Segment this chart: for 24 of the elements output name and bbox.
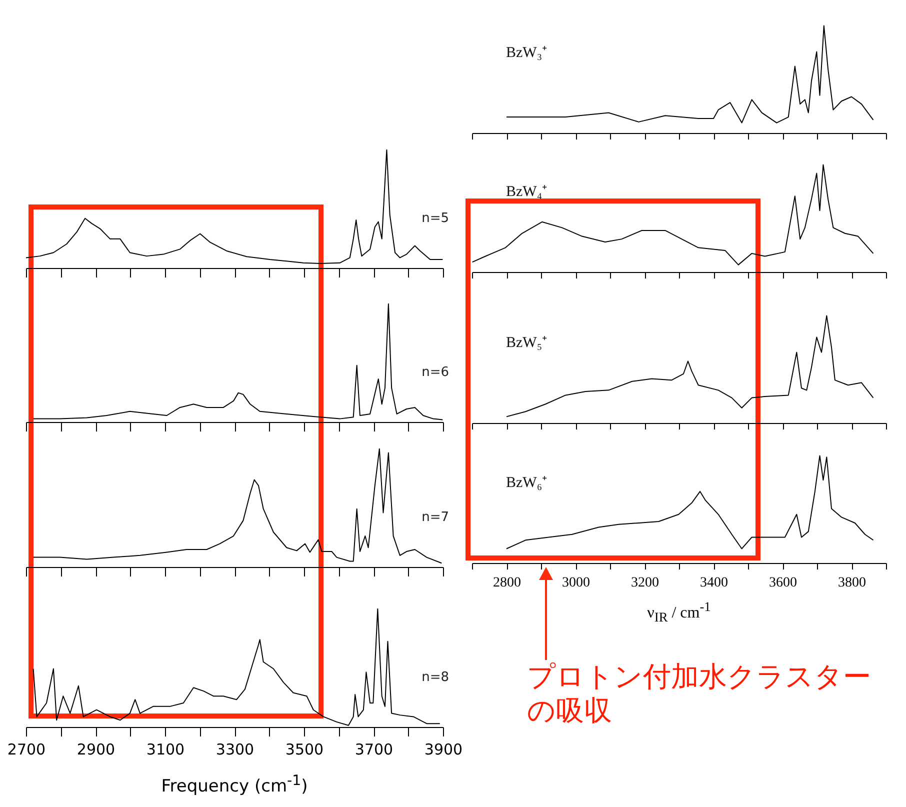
x-tick-label: 3800 xyxy=(838,576,866,590)
text: BzW₃⁺ xyxy=(506,45,548,61)
x-tick-label: 3900 xyxy=(424,740,463,758)
x-tick-label: 3600 xyxy=(769,576,797,590)
x-tick-label: 3500 xyxy=(285,740,324,758)
x-axis-title: ν$_{IR}$ / cm$^{-1}$ xyxy=(646,599,712,626)
text: n=6 xyxy=(422,365,449,380)
text: BzW₆⁺ xyxy=(506,475,548,491)
text: プロトン付加水クラスターの吸収 xyxy=(527,660,872,728)
x-tick-label: 3700 xyxy=(354,740,394,758)
text: BzW₅⁺ xyxy=(506,335,548,351)
x-axis-title: Frequency (cm$^{-1}$) xyxy=(160,773,309,797)
x-tick-label: 3200 xyxy=(631,576,659,590)
x-tick-label: 2900 xyxy=(76,740,116,758)
x-tick-label: 3000 xyxy=(562,576,590,590)
text: n=8 xyxy=(422,670,449,685)
series-label: BzW₄⁺ xyxy=(506,184,548,200)
x-tick-label: 2800 xyxy=(493,576,521,590)
series-label: n=5 xyxy=(422,211,449,226)
x-tick-label: 3400 xyxy=(700,576,728,590)
x-tick-label: 3100 xyxy=(146,740,185,758)
x-tick-label: 2700 xyxy=(7,740,46,758)
x-tick-label: 3300 xyxy=(216,740,254,758)
series-label: n=7 xyxy=(422,510,449,525)
